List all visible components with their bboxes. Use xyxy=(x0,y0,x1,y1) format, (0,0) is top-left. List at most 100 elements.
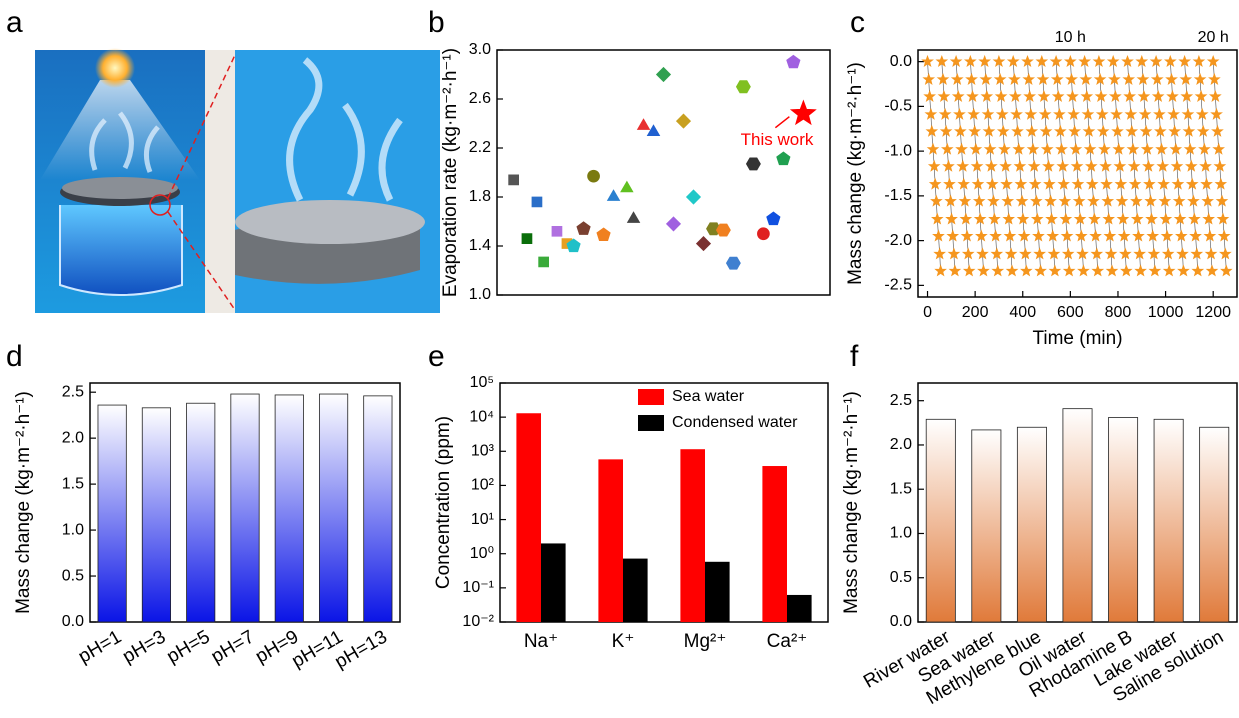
marker xyxy=(1172,194,1186,207)
marker xyxy=(1115,194,1129,207)
bar xyxy=(274,394,304,623)
marker xyxy=(947,247,961,260)
marker xyxy=(1022,72,1036,85)
y-tick-label: 2.0 xyxy=(62,429,84,446)
marker xyxy=(924,107,938,120)
panel-label: b xyxy=(428,6,445,39)
marker xyxy=(1081,107,1095,120)
marker xyxy=(1095,107,1109,120)
marker xyxy=(1110,107,1123,120)
marker xyxy=(1090,247,1104,260)
marker xyxy=(1146,229,1160,242)
marker xyxy=(1085,177,1099,190)
marker xyxy=(1091,264,1105,277)
marker xyxy=(967,107,981,120)
marker xyxy=(1170,159,1184,172)
marker xyxy=(1142,159,1155,172)
y-tick-label: 2.0 xyxy=(890,436,912,453)
x-tick-label: 1000 xyxy=(1148,304,1184,321)
marker xyxy=(1073,212,1087,225)
marker xyxy=(1053,107,1066,120)
y-tick-label: 0.0 xyxy=(890,613,912,630)
marker xyxy=(1220,264,1233,277)
marker xyxy=(1199,159,1212,172)
marker xyxy=(1171,177,1185,190)
marker xyxy=(1037,89,1051,102)
marker xyxy=(1112,142,1125,155)
marker xyxy=(927,159,941,172)
marker xyxy=(1003,229,1017,242)
marker xyxy=(1151,89,1165,102)
x-tick-label: pH=1 xyxy=(75,626,125,667)
marker xyxy=(978,54,992,68)
marker xyxy=(953,107,966,120)
marker xyxy=(1067,107,1081,120)
marker xyxy=(942,159,955,172)
marker xyxy=(963,54,977,68)
marker xyxy=(1158,194,1172,207)
marker xyxy=(962,264,976,277)
marker xyxy=(576,221,591,235)
marker xyxy=(1078,54,1092,68)
marker xyxy=(1210,107,1223,120)
highlight-marker xyxy=(789,99,817,126)
marker xyxy=(1030,194,1043,207)
marker xyxy=(1194,89,1208,102)
marker xyxy=(1100,177,1113,190)
y-tick-label: 1.8 xyxy=(469,188,491,205)
marker xyxy=(1185,177,1199,190)
marker xyxy=(521,233,533,245)
marker xyxy=(685,189,702,205)
marker xyxy=(1106,54,1120,68)
marker xyxy=(1176,247,1189,260)
marker xyxy=(1136,72,1150,85)
zoom-circle xyxy=(149,194,171,216)
marker xyxy=(976,247,989,260)
bar xyxy=(1016,426,1047,623)
marker xyxy=(1009,89,1022,102)
marker xyxy=(1195,107,1209,120)
marker xyxy=(988,212,1001,225)
marker xyxy=(1132,229,1145,242)
marker xyxy=(1168,124,1181,137)
y-tick-label: 1.5 xyxy=(890,480,912,497)
bar xyxy=(230,393,260,623)
marker xyxy=(935,54,949,68)
marker xyxy=(1130,194,1143,207)
marker xyxy=(620,180,634,193)
marker xyxy=(551,225,563,237)
marker xyxy=(1087,194,1100,207)
y-tick-label: 2.5 xyxy=(62,383,84,400)
marker xyxy=(933,247,946,260)
marker xyxy=(966,89,979,102)
marker xyxy=(1162,264,1176,277)
plot-frame xyxy=(496,49,831,296)
bar xyxy=(925,418,956,623)
marker xyxy=(922,72,936,85)
marker xyxy=(566,238,581,253)
marker xyxy=(776,151,791,166)
bar xyxy=(363,395,393,623)
x-tick-label: pH=3 xyxy=(119,626,169,667)
marker xyxy=(989,229,1002,242)
marker xyxy=(972,194,986,207)
marker xyxy=(1102,212,1115,225)
marker xyxy=(1016,212,1030,225)
marker xyxy=(993,72,1007,85)
marker xyxy=(695,236,712,252)
marker xyxy=(1200,177,1213,190)
marker xyxy=(968,124,981,137)
marker xyxy=(1133,247,1146,260)
marker xyxy=(1079,72,1093,85)
marker xyxy=(1054,124,1067,137)
marker xyxy=(1105,264,1119,277)
marker xyxy=(1211,124,1224,137)
marker xyxy=(766,211,781,226)
y-tick-label: -2.5 xyxy=(884,277,912,294)
panel-label: c xyxy=(850,6,865,39)
y-tick-label: -1.0 xyxy=(884,142,912,159)
marker xyxy=(665,216,682,232)
marker xyxy=(921,54,934,68)
bar xyxy=(97,404,127,623)
